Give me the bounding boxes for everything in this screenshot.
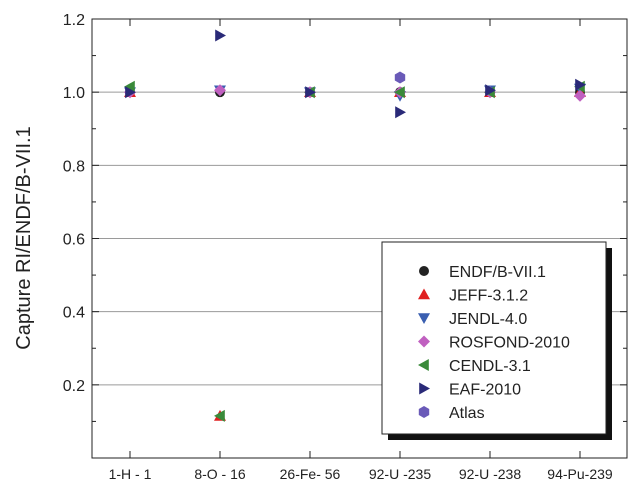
legend: ENDF/B-VII.1 JEFF-3.1.2 JENDL-4.0 ROSFOND-2… [381, 241, 612, 440]
legend-marker [419, 266, 429, 276]
data-point [214, 84, 226, 97]
data-point [125, 86, 136, 99]
data-point [215, 29, 226, 42]
y-tick-label: 1.0 [63, 85, 85, 102]
legend-marker [418, 313, 430, 324]
y-tick-label: 1.2 [63, 12, 85, 29]
axes: 0.2 0.4 0.6 0.8 1.0 1.2 1-H - 1 8-O - 16 26-Fe- … [63, 12, 627, 482]
y-axis-label: Capture RI/ENDF/B-VII.1 [13, 126, 35, 349]
x-tick-label: 26-Fe- 56 [280, 466, 341, 482]
data-point [214, 409, 225, 422]
x-tick-label: 1-H - 1 [109, 466, 152, 482]
data-point [574, 89, 586, 102]
data-point [394, 71, 406, 84]
legend-box [381, 241, 607, 435]
x-tick-label: 94-Pu-239 [547, 466, 613, 482]
y-tick-label: 0.8 [63, 158, 85, 175]
y-tick-label: 0.6 [63, 232, 85, 249]
legend-marker [419, 382, 430, 395]
data-point [124, 80, 135, 93]
data-point [395, 106, 406, 119]
y-tick-label: 0.2 [63, 378, 85, 395]
legend-label: CENDL-3.1 [449, 358, 531, 375]
legend-label: JENDL-4.0 [449, 311, 527, 328]
legend-marker [418, 335, 430, 348]
x-tick-label: 92-U -238 [459, 466, 521, 482]
legend-label: ENDF/B-VII.1 [449, 264, 546, 281]
data-point [485, 84, 496, 97]
legend-label: Atlas [449, 405, 485, 422]
legend-label: EAF-2010 [449, 382, 521, 399]
legend-label: JEFF-3.1.2 [449, 288, 528, 305]
data-point [394, 86, 405, 99]
legend-marker [418, 288, 430, 300]
y-tick-label: 0.4 [63, 305, 85, 322]
legend-marker [418, 406, 430, 418]
legend-label: ROSFOND-2010 [449, 335, 570, 352]
x-tick-label: 92-U -235 [369, 466, 431, 482]
legend-marker [418, 359, 429, 371]
data-markers [124, 29, 586, 422]
data-point [305, 86, 316, 99]
data-point [575, 78, 586, 91]
x-tick-label: 8-O - 16 [194, 466, 246, 482]
